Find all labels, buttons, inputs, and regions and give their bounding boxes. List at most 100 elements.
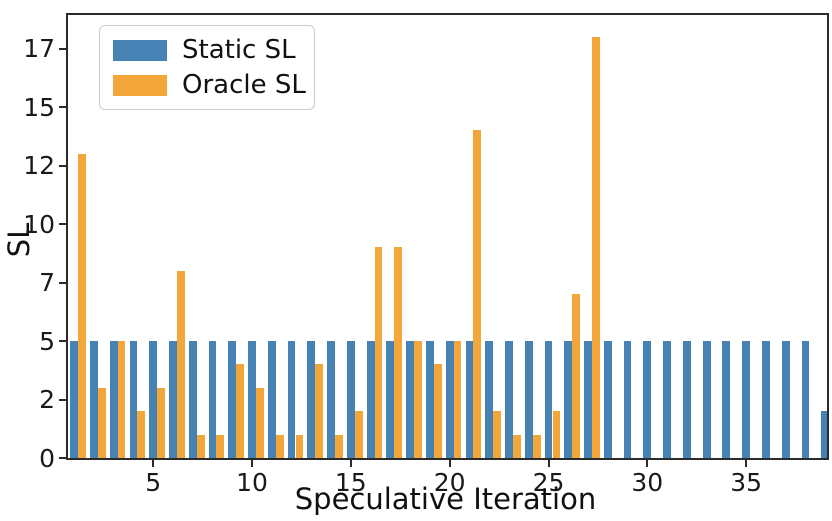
bar-static-sl-x3 (109, 341, 118, 458)
y-tick-label-2: 2 (39, 385, 55, 414)
bar-static-sl-x16 (366, 341, 375, 458)
x-tick-mark-10 (251, 460, 253, 467)
bar-static-sl-x34 (722, 341, 731, 458)
x-tick-label-20: 20 (433, 468, 466, 497)
bar-oracle-sl-x21 (473, 130, 482, 458)
plot-area: Static SL Oracle SL (66, 13, 829, 460)
legend-swatch-static-icon (113, 39, 167, 61)
bar-static-sl-x35 (742, 341, 751, 458)
bar-static-sl-x9 (228, 341, 237, 458)
bar-oracle-sl-x25 (552, 411, 561, 458)
x-tick-mark-25 (547, 460, 550, 467)
bar-oracle-sl-x18 (414, 341, 422, 458)
bar-static-sl-x12 (287, 341, 296, 458)
y-tick-label-12: 12 (23, 151, 55, 180)
bar-static-sl-x28 (603, 341, 612, 458)
bar-static-sl-x23 (505, 341, 513, 458)
bar-oracle-sl-x13 (315, 364, 324, 458)
x-tick-mark-35 (745, 460, 748, 467)
bar-static-sl-x21 (465, 341, 474, 458)
bar-oracle-sl-x10 (256, 387, 264, 458)
bar-static-sl-x24 (524, 341, 533, 458)
bar-oracle-sl-x2 (97, 387, 106, 458)
x-tick-label-25: 25 (532, 468, 565, 497)
bar-static-sl-x8 (208, 341, 217, 458)
bar-static-sl-x39 (821, 411, 827, 458)
bar-oracle-sl-x23 (512, 434, 521, 458)
x-axis-label: Speculative Iteration (294, 482, 597, 516)
bar-static-sl-x1 (70, 341, 79, 458)
y-tick-mark-10 (59, 223, 66, 225)
bar-oracle-sl-x6 (176, 270, 185, 458)
x-tick-label-10: 10 (236, 468, 268, 497)
bar-static-sl-x29 (623, 341, 632, 458)
bar-static-sl-x33 (702, 341, 711, 458)
bar-oracle-sl-x26 (572, 294, 581, 458)
bar-static-sl-x25 (544, 341, 553, 458)
bar-oracle-sl-x27 (592, 36, 600, 458)
bar-oracle-sl-x15 (354, 411, 363, 458)
bar-static-sl-x13 (307, 341, 316, 458)
y-tick-mark-17 (59, 47, 66, 50)
y-tick-label-10: 10 (23, 209, 55, 239)
bar-static-sl-x15 (346, 341, 355, 458)
x-tick-label-15: 15 (334, 468, 367, 497)
x-tick-mark-30 (646, 460, 649, 467)
bar-oracle-sl-x3 (117, 341, 126, 458)
bar-static-sl-x38 (801, 341, 810, 458)
bar-oracle-sl-x24 (532, 434, 541, 458)
y-tick-mark-2 (59, 398, 66, 401)
legend-label-static: Static SL (182, 35, 296, 65)
bar-oracle-sl-x17 (394, 247, 403, 458)
x-tick-label-5: 5 (145, 468, 162, 497)
legend: Static SL Oracle SL (99, 25, 315, 110)
bar-static-sl-x31 (663, 341, 671, 458)
bar-static-sl-x32 (682, 341, 691, 458)
x-tick-mark-15 (349, 460, 352, 467)
bar-static-sl-x6 (169, 341, 177, 458)
legend-entry-oracle: Oracle SL (113, 71, 306, 99)
bar-oracle-sl-x9 (236, 364, 245, 458)
bar-oracle-sl-x22 (493, 411, 502, 458)
bar-static-sl-x19 (426, 341, 434, 458)
bar-static-sl-x27 (584, 341, 592, 458)
bar-oracle-sl-x19 (433, 364, 442, 458)
bar-static-sl-x17 (386, 341, 395, 458)
bar-oracle-sl-x5 (157, 387, 165, 458)
legend-entry-static: Static SL (113, 36, 302, 64)
bar-oracle-sl-x20 (453, 341, 462, 458)
bar-static-sl-x22 (485, 341, 494, 458)
x-tick-label-30: 30 (631, 468, 664, 497)
bar-static-sl-x4 (129, 341, 138, 458)
bar-oracle-sl-x8 (216, 434, 225, 458)
bar-static-sl-x5 (149, 341, 158, 458)
x-tick-mark-5 (152, 460, 155, 467)
y-tick-label-0: 0 (39, 443, 55, 473)
bar-static-sl-x14 (327, 341, 335, 458)
bar-oracle-sl-x7 (196, 434, 205, 458)
bar-static-sl-x36 (762, 341, 770, 458)
bar-oracle-sl-x4 (137, 411, 146, 458)
bar-oracle-sl-x12 (295, 434, 304, 458)
bar-oracle-sl-x14 (335, 434, 343, 458)
y-tick-mark-15 (59, 106, 66, 108)
bar-static-sl-x26 (564, 341, 573, 458)
y-tick-mark-5 (59, 340, 66, 342)
y-tick-mark-7 (59, 281, 66, 284)
y-tick-label-7: 7 (39, 268, 55, 297)
x-tick-mark-20 (448, 460, 451, 467)
y-tick-label-5: 5 (39, 326, 55, 356)
bar-oracle-sl-x1 (78, 153, 86, 458)
x-tick-label-35: 35 (730, 468, 763, 497)
y-tick-label-17: 17 (23, 34, 55, 63)
bar-static-sl-x11 (267, 341, 276, 458)
y-tick-mark-0 (59, 457, 66, 459)
y-tick-label-15: 15 (23, 92, 55, 122)
bar-static-sl-x10 (248, 341, 256, 458)
bar-oracle-sl-x11 (275, 434, 284, 458)
bar-static-sl-x18 (406, 341, 415, 458)
bar-static-sl-x2 (89, 341, 98, 458)
legend-swatch-oracle-icon (113, 74, 167, 96)
bar-static-sl-x7 (188, 341, 197, 458)
